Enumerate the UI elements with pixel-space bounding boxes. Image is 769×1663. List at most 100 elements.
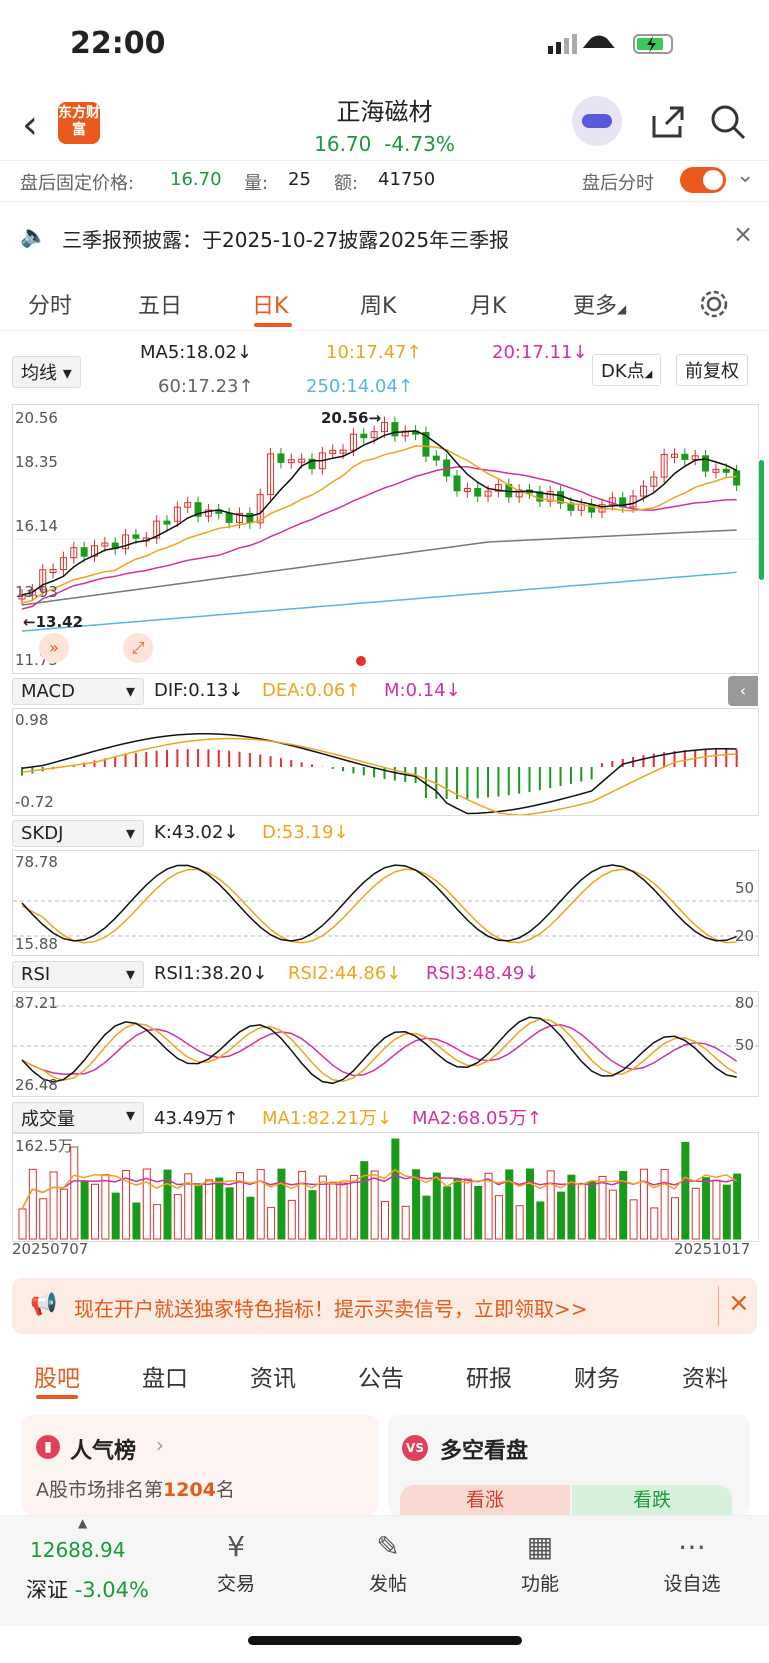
rsi-right-80: 80 <box>735 994 755 1012</box>
volume-bar <box>629 1199 638 1240</box>
back-icon[interactable]: ‹ <box>22 102 38 148</box>
notice-bar[interactable]: 🔈 三季报预披露：于2025-10-27披露2025年三季报 × <box>0 206 769 274</box>
macd-bar <box>145 751 148 767</box>
search-icon[interactable] <box>708 102 748 142</box>
status-bar: 22:00 <box>0 0 769 90</box>
status-icons <box>548 34 673 54</box>
tab-announcement[interactable]: 公告 <box>358 1366 404 1392</box>
bullbear-card[interactable]: VS 多空看盘 看涨 看跌 <box>388 1415 750 1515</box>
volume-select[interactable]: 成交量 ▾ <box>12 1102 144 1134</box>
period-tabs: 分时 五日 日K 周K 月K 更多◢ <box>0 278 769 331</box>
rsi-y-bottom: 26.48 <box>15 1076 58 1094</box>
after-hours-toggle[interactable] <box>680 167 726 193</box>
volume-bar <box>391 1138 400 1240</box>
skdj-select[interactable]: SKDJ ▾ <box>12 820 144 847</box>
macd-bar <box>642 755 645 767</box>
tab-more[interactable]: 更多◢ <box>573 294 627 319</box>
collapse-icon[interactable]: ‹ <box>728 676 758 706</box>
macd-bar <box>559 767 562 787</box>
volume-bar <box>215 1177 224 1240</box>
volume-bar <box>111 1192 120 1240</box>
tab-daily-k[interactable]: 日K <box>252 294 289 319</box>
tab-monthly-k[interactable]: 月K <box>470 294 507 319</box>
volume-bar <box>153 1204 162 1240</box>
index-line[interactable]: 深证 -3.04% <box>26 1578 149 1602</box>
vs-icon: VS <box>402 1435 428 1461</box>
macd-bar <box>528 767 531 793</box>
skdj-right-50: 50 <box>735 879 755 897</box>
skdj-y-bottom: 15.88 <box>15 935 58 953</box>
popularity-card[interactable]: ▮ 人气榜 › A股市场排名第1204名 <box>22 1415 378 1515</box>
volume-bar <box>308 1190 317 1240</box>
macd-bar <box>362 767 365 776</box>
macd-bar <box>611 760 614 767</box>
nav-watchlist[interactable]: ⋯ 设自选 <box>652 1530 732 1596</box>
robot-avatar-icon[interactable] <box>572 96 622 146</box>
fullscreen-icon[interactable]: ⤢ <box>123 633 153 663</box>
bear-button[interactable]: 看跌 <box>572 1485 732 1515</box>
volume-bar <box>650 1207 659 1240</box>
megaphone-icon: 📢 <box>30 1292 58 1317</box>
ma60-label: 60:17.23↑ <box>158 376 254 397</box>
volume-bar <box>567 1174 576 1240</box>
kline-chart[interactable]: 20.56 18.35 16.14 13.93 11.73 20.56→ ←13… <box>12 404 759 674</box>
tab-weekly-k[interactable]: 周K <box>360 294 397 319</box>
scroll-indicator[interactable] <box>759 460 764 580</box>
macd-bar <box>549 767 552 789</box>
nav-trade[interactable]: ¥ 交易 <box>196 1530 276 1596</box>
banner-close-icon[interactable]: × <box>728 1288 750 1318</box>
adjust-button[interactable]: 前复权 <box>676 354 748 386</box>
dk-point-button[interactable]: DK点◢ <box>592 354 662 386</box>
tab-research[interactable]: 研报 <box>466 1366 512 1392</box>
volume-bar <box>142 1168 151 1240</box>
nav-post[interactable]: ✎ 发帖 <box>348 1530 428 1596</box>
tab-news[interactable]: 资讯 <box>250 1366 296 1392</box>
volume-bar <box>39 1198 48 1240</box>
macd-bar <box>683 750 686 767</box>
expand-icon[interactable]: » <box>39 633 69 663</box>
promo-text: 现在开户就送独家特色指标！提示买卖信号，立即领取>> <box>74 1297 588 1321</box>
chevron-right-icon: › <box>156 1433 164 1457</box>
tab-pankou[interactable]: 盘口 <box>142 1366 188 1392</box>
nav-functions[interactable]: ▦ 功能 <box>500 1530 580 1596</box>
macd-bar <box>466 767 469 799</box>
volume-bar <box>536 1201 545 1240</box>
volume-bar <box>702 1177 711 1240</box>
volume-bar <box>256 1169 265 1240</box>
volume-bar <box>443 1186 452 1240</box>
macd-bar <box>507 767 510 796</box>
volume-bar <box>122 1170 131 1240</box>
app-logo: 东方财富 <box>58 102 100 144</box>
rsi-svg <box>13 1005 758 1085</box>
home-indicator <box>248 1636 522 1645</box>
volume-bar <box>370 1170 379 1240</box>
tab-profile[interactable]: 资料 <box>682 1366 728 1392</box>
promo-banner[interactable]: 📢 现在开户就送独家特色指标！提示买卖信号，立即领取>> × <box>12 1278 757 1334</box>
share-icon[interactable] <box>648 102 688 142</box>
end-date: 20251017 <box>674 1240 751 1258</box>
volume-bar <box>577 1182 586 1240</box>
ma-select[interactable]: 均线 ▾ <box>12 356 81 388</box>
after-hours-vol: 25 <box>288 169 311 190</box>
close-icon[interactable]: × <box>733 220 754 248</box>
tab-intraday[interactable]: 分时 <box>28 294 73 319</box>
macd-select[interactable]: MACD ▾ <box>12 678 144 705</box>
cards-area: ▮ 人气榜 › A股市场排名第1204名 VS 多空看盘 看涨 看跌 <box>0 1415 769 1515</box>
macd-bar <box>373 767 376 778</box>
tab-finance[interactable]: 财务 <box>574 1366 620 1392</box>
after-hours-vol-label: 量: <box>244 173 269 194</box>
gear-icon[interactable] <box>698 288 730 320</box>
volume-bar <box>18 1208 27 1240</box>
chevron-down-icon[interactable]: ⌄ <box>736 163 755 188</box>
bull-button[interactable]: 看涨 <box>400 1485 570 1515</box>
tab-guba[interactable]: 股吧 <box>34 1366 80 1392</box>
macd-bar <box>342 767 345 772</box>
tab-five-day[interactable]: 五日 <box>138 294 183 319</box>
rsi-select[interactable]: RSI ▾ <box>12 961 144 988</box>
macd-bar <box>311 764 313 767</box>
rank-line: A股市场排名第1204名 <box>36 1479 235 1501</box>
macd-bar <box>21 767 23 776</box>
event-dot[interactable] <box>356 656 366 666</box>
rsi-chart: 87.21 26.48 80 50 <box>12 991 759 1097</box>
index-value[interactable]: 12688.94 <box>30 1538 126 1562</box>
